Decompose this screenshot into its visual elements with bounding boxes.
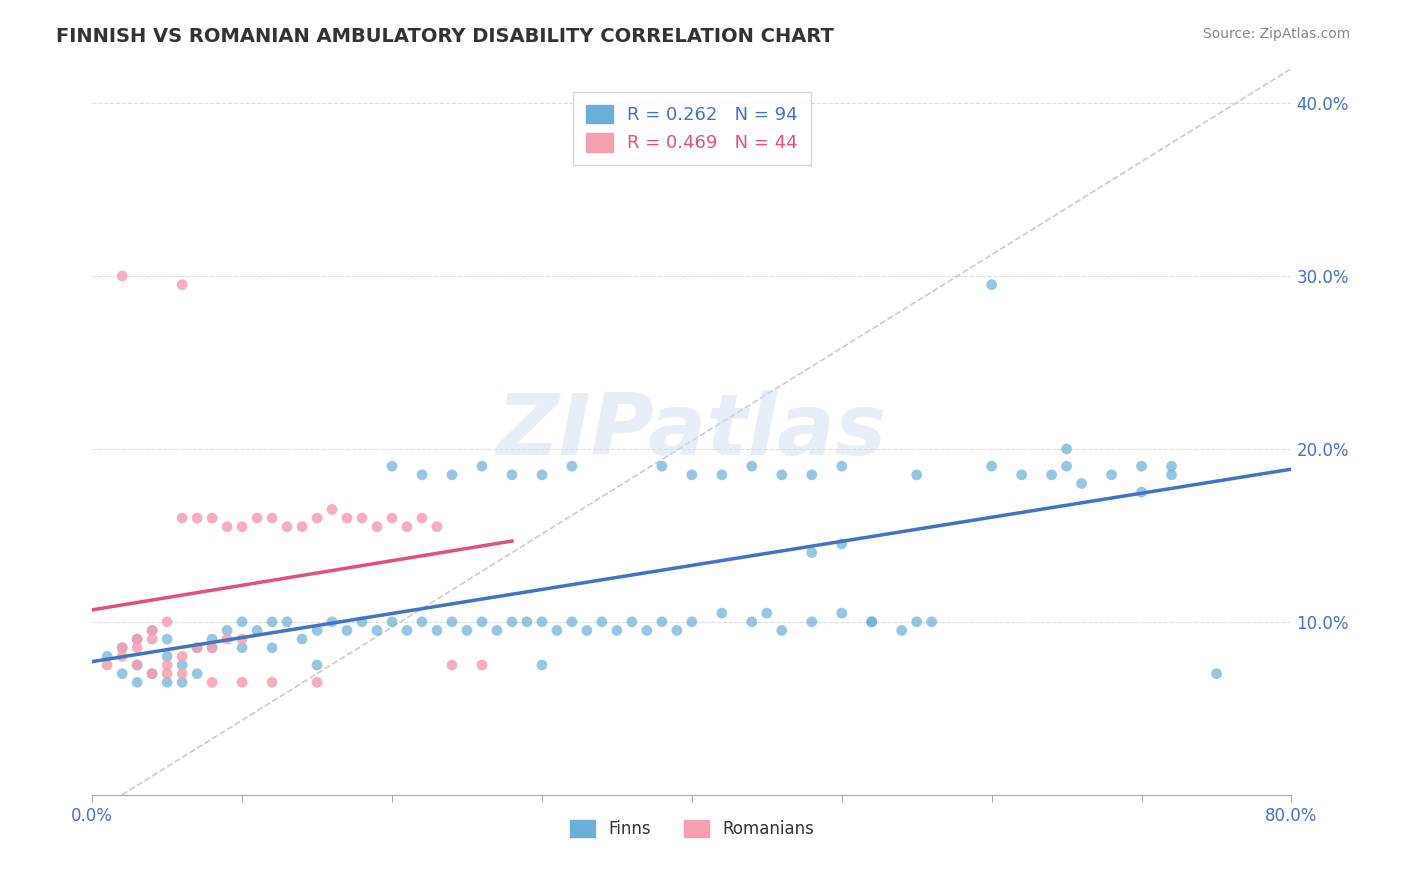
Point [530,467,553,482]
Point [321,615,343,629]
Point [770,624,793,638]
Point [186,640,208,655]
Point [411,511,433,525]
Point [262,511,284,525]
Point [127,658,149,673]
Point [890,624,912,638]
Point [172,666,194,681]
Point [127,675,149,690]
Point [366,519,388,533]
Point [127,640,149,655]
Point [651,615,673,629]
Point [1205,666,1227,681]
Point [471,658,494,673]
Point [800,467,823,482]
Point [231,632,253,646]
Point [905,467,928,482]
Point [111,640,134,655]
Point [440,615,463,629]
Point [141,632,163,646]
Point [980,277,1002,292]
Point [127,658,149,673]
Point [710,467,733,482]
Point [276,519,298,533]
Point [111,649,134,664]
Point [456,624,478,638]
Point [217,624,239,638]
Point [96,649,118,664]
Point [831,537,853,551]
Point [471,459,494,474]
Point [217,632,239,646]
Point [471,615,494,629]
Point [530,658,553,673]
Point [516,615,538,629]
Point [1130,459,1153,474]
Point [710,606,733,620]
Point [262,640,284,655]
Point [860,615,883,629]
Point [366,624,388,638]
Point [681,615,703,629]
Legend: Finns, Romanians: Finns, Romanians [562,813,821,845]
Point [546,624,568,638]
Point [156,649,179,664]
Point [186,666,208,681]
Point [246,511,269,525]
Point [156,615,179,629]
Point [1056,459,1078,474]
Point [172,649,194,664]
Point [217,519,239,533]
Point [156,632,179,646]
Point [980,459,1002,474]
Point [501,615,523,629]
Point [231,615,253,629]
Point [111,640,134,655]
Point [172,658,194,673]
Point [141,624,163,638]
Point [231,640,253,655]
Point [172,277,194,292]
Point [636,624,658,638]
Point [231,675,253,690]
Point [201,640,224,655]
Point [156,675,179,690]
Point [156,666,179,681]
Point [905,615,928,629]
Text: FINNISH VS ROMANIAN AMBULATORY DISABILITY CORRELATION CHART: FINNISH VS ROMANIAN AMBULATORY DISABILIT… [56,27,834,45]
Point [186,511,208,525]
Point [156,658,179,673]
Point [381,511,404,525]
Point [127,632,149,646]
Point [246,624,269,638]
Point [681,467,703,482]
Point [381,615,404,629]
Point [921,615,943,629]
Text: ZIPatlas: ZIPatlas [496,390,887,473]
Point [201,640,224,655]
Point [231,519,253,533]
Point [276,615,298,629]
Point [336,511,359,525]
Point [440,467,463,482]
Point [665,624,688,638]
Point [305,511,328,525]
Point [262,675,284,690]
Text: Source: ZipAtlas.com: Source: ZipAtlas.com [1202,27,1350,41]
Point [1011,467,1033,482]
Point [127,632,149,646]
Point [591,615,613,629]
Point [411,615,433,629]
Point [305,658,328,673]
Point [111,666,134,681]
Point [350,615,373,629]
Point [381,459,404,474]
Point [860,615,883,629]
Point [305,675,328,690]
Point [172,511,194,525]
Point [350,511,373,525]
Point [141,666,163,681]
Point [800,615,823,629]
Point [770,467,793,482]
